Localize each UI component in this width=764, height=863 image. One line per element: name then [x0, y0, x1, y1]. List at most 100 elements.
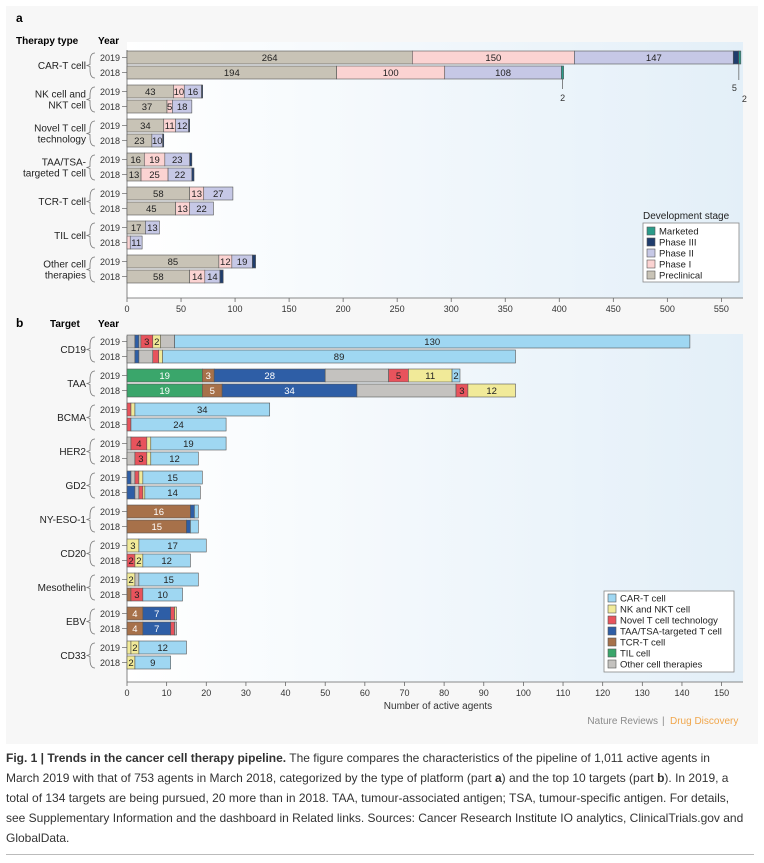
panel-b-bar-cart: [174, 334, 691, 349]
panel-b-legend-label: TAA/TSA-targeted T cell: [620, 627, 722, 638]
panel-b-x-tick-label: 30: [241, 688, 251, 698]
panel-b-bar-other: [126, 349, 136, 364]
panel-a-bar-phase3: [189, 152, 193, 167]
panel-a-callout-label: 2: [560, 93, 565, 103]
panel-b-bar-cart: [142, 553, 191, 568]
panel-b-group-label: CD19: [60, 345, 86, 356]
panel-b-bar-other: [126, 451, 136, 466]
panel-b-bar-cart: [150, 436, 227, 451]
panel-a-bar-label: 45: [146, 204, 157, 215]
panel-b-bar-novel: [138, 485, 144, 500]
panel-b-year-label: 2019: [100, 371, 120, 381]
panel-b-bar-label: 4: [132, 624, 137, 635]
panel-b-bar-label: 12: [157, 643, 168, 654]
panel-a-bar-label: 23: [172, 155, 183, 166]
panel-b-bar-label: 11: [425, 371, 435, 382]
panel-a-legend-swatch: [646, 248, 656, 258]
panel-b-bar-taa: [126, 485, 136, 500]
panel-a-header-type: Therapy type: [16, 36, 79, 47]
panel-a-bar-label: 108: [495, 68, 511, 79]
panel-b-bar-cart: [138, 538, 207, 553]
panel-b-bar-label: 34: [197, 405, 208, 416]
panel-b-bar-label: 2: [136, 556, 141, 567]
panel-b-bar-taa: [190, 504, 195, 519]
panel-b-bar-cart: [194, 504, 199, 519]
panel-b-x-tick-label: 20: [201, 688, 211, 698]
panel-b-bar-other: [130, 470, 136, 485]
panel-a-bar-label: 5: [167, 102, 172, 113]
panel-a-bar-label: 23: [134, 136, 145, 147]
panel-a-bar-label: 100: [383, 68, 399, 79]
panel-b-year-label: 2019: [100, 507, 120, 517]
panel-b-bar-label: 19: [159, 371, 170, 382]
panel-b-x-tick-label: 100: [516, 688, 531, 698]
panel-b-legend-label: CAR-T cell: [620, 594, 666, 605]
caption-title: Trends in the cancer cell therapy pipeli…: [47, 751, 287, 765]
panel-b-bar-novel: [126, 417, 132, 432]
panel-a-bar-label: 85: [168, 257, 179, 268]
panel-a-x-tick-label: 150: [282, 304, 297, 314]
panel-b-x-tick-label: 10: [162, 688, 172, 698]
panel-b-bar-label: 9: [150, 658, 155, 669]
panel-b-bar-label: 19: [183, 439, 194, 450]
panel-b-x-tick-label: 110: [556, 688, 570, 698]
panel-a-legend-swatch: [646, 237, 656, 247]
panel-a-bar-label: 16: [188, 87, 199, 98]
panel-b-group-brace: [85, 608, 96, 635]
panel-b-bar-label: 5: [396, 371, 401, 382]
panel-b-bar-label: 3: [206, 371, 211, 382]
panel-a-year-label: 2018: [100, 102, 120, 112]
panel-a-bar-phase1: [126, 235, 131, 250]
panel-a-legend-label: Marketed: [659, 227, 699, 238]
panel-a-legend-label: Preclinical: [659, 271, 702, 282]
panel-a-bar-phase3: [162, 133, 165, 148]
panel-b-x-tick-label: 120: [595, 688, 610, 698]
panel-a-legend-label: Phase II: [659, 249, 694, 260]
panel-b-year-label: 2019: [100, 609, 120, 619]
panel-a-bar-label: 16: [130, 155, 141, 166]
panel-b-year-label: 2018: [100, 556, 120, 566]
panel-a-x-tick-label: 400: [552, 304, 567, 314]
panel-b-legend-label: NK and NKT cell: [620, 605, 690, 616]
panel-b-bar-cart: [138, 640, 187, 655]
panel-b-group-label: BCMA: [57, 413, 86, 424]
panel-a-bar-label: 10: [174, 87, 185, 98]
panel-a-group-brace: [85, 256, 96, 283]
panel-a-legend-title: Development stage: [643, 211, 730, 222]
panel-a-year-label: 2019: [100, 257, 120, 267]
panel-b-year-label: 2019: [100, 337, 120, 347]
panel-a-group-label: Other cell therapies: [43, 260, 86, 282]
panel-b-legend-swatch: [607, 604, 617, 614]
panel-b-bar-nk: [126, 640, 132, 655]
panel-a-year-label: 2018: [100, 272, 120, 282]
panel-b-bar-label: 2: [154, 337, 159, 348]
panel-a-group-label-line: TAA/TSA-: [42, 158, 86, 169]
panel-b-legend-label: Novel T cell technology: [620, 616, 718, 627]
panel-b-bar-tcr: [126, 587, 132, 602]
panel-b-year-label: 2018: [100, 522, 120, 532]
panel-a-bar-phase2: [189, 201, 214, 216]
panel-a-bar-label: 25: [149, 170, 160, 181]
caption-text-1: The figure compares the characteristics …: [6, 751, 710, 785]
panel-b-group-brace: [85, 336, 96, 363]
panel-b-bar-taa: [126, 470, 132, 485]
panel-b-x-tick-label: 150: [714, 688, 729, 698]
panel-b-x-tick-label: 40: [281, 688, 291, 698]
panel-b-bar-label: 15: [151, 522, 162, 533]
panel-a-bar-label: 147: [646, 53, 662, 64]
panel-a-x-tick-label: 350: [498, 304, 513, 314]
panel-b-x-tick-label: 0: [124, 688, 129, 698]
caption-part-b: b: [657, 771, 665, 785]
panel-a-bar-phase3: [201, 84, 203, 99]
panel-a-bar-label: 194: [224, 68, 240, 79]
panel-a-bar-label: 13: [177, 204, 188, 215]
panel-b-bar-cart: [142, 470, 203, 485]
panel-a-bar-label: 34: [140, 121, 151, 132]
panel-b-bar-label: 4: [132, 609, 137, 620]
panel-b-bar-label: 16: [153, 507, 164, 518]
panel-b-bar-label: 12: [169, 454, 180, 465]
panel-b-group-label: CD33: [60, 651, 86, 662]
panel-a-group-brace: [85, 154, 96, 181]
panel-b-x-tick-label: 140: [674, 688, 689, 698]
panel-b-legend-label: TCR-T cell: [620, 638, 665, 649]
